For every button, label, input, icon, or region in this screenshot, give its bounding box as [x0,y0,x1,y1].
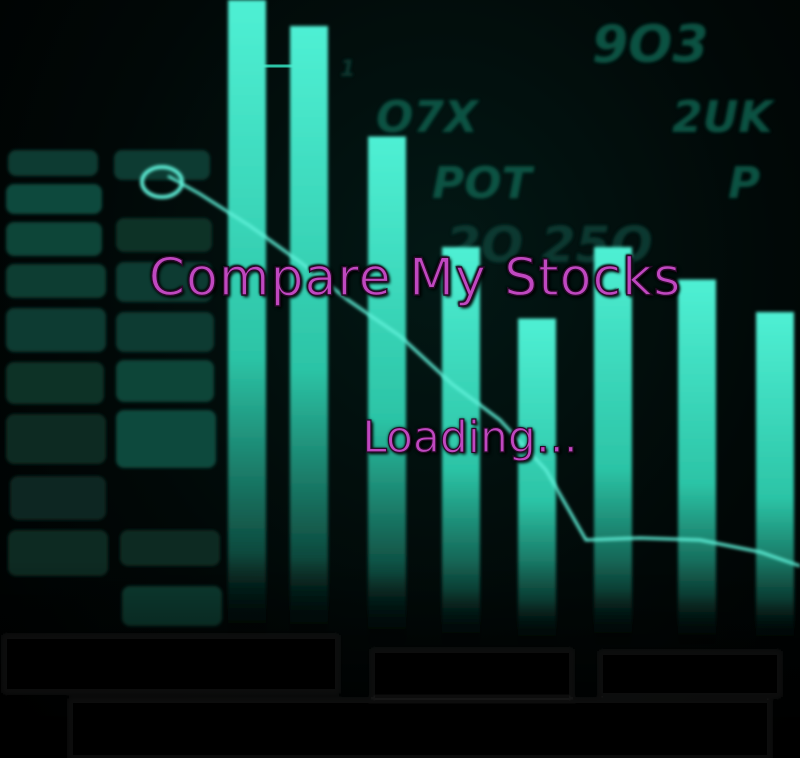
panel-tile [6,264,106,298]
bg-glyph: POT [432,158,535,209]
panel-tile [6,222,102,256]
bottom-ghost-shapes [3,635,781,758]
bg-glyph: 2UK [672,92,775,143]
chart-bar [290,26,328,650]
panel-tile [116,218,212,252]
ghost-shape [371,649,573,699]
bg-glyph: 1 [340,57,355,82]
trend-line [140,165,800,568]
panel-tile [6,308,106,352]
panel-tile [6,184,102,214]
panel-tile [116,312,214,352]
panel-tile [116,262,212,302]
panel-tile [116,360,214,402]
ghost-shape [69,699,771,758]
chart-bar [228,0,266,650]
trend-line-path [167,174,800,568]
app-title: Compare My Stocks [148,247,682,308]
ghost-shape [3,635,339,693]
panel-tile [8,150,98,176]
panel-tile [120,530,220,566]
background-glyphs: 9O3 O7X 2UK POT P 2O 25O 1 [340,15,775,274]
trend-line-start-marker [140,165,184,199]
panel-tile [116,410,216,468]
bg-glyph: 9O3 [592,15,709,75]
left-panel-tiles [6,150,222,626]
panel-tile [6,414,106,464]
ghost-shape [599,651,781,697]
bg-glyph: O7X [376,92,480,143]
bg-glyph: P [728,158,760,209]
loading-status: Loading... [362,411,579,463]
panel-tile [6,362,104,404]
panel-tile [10,476,106,520]
